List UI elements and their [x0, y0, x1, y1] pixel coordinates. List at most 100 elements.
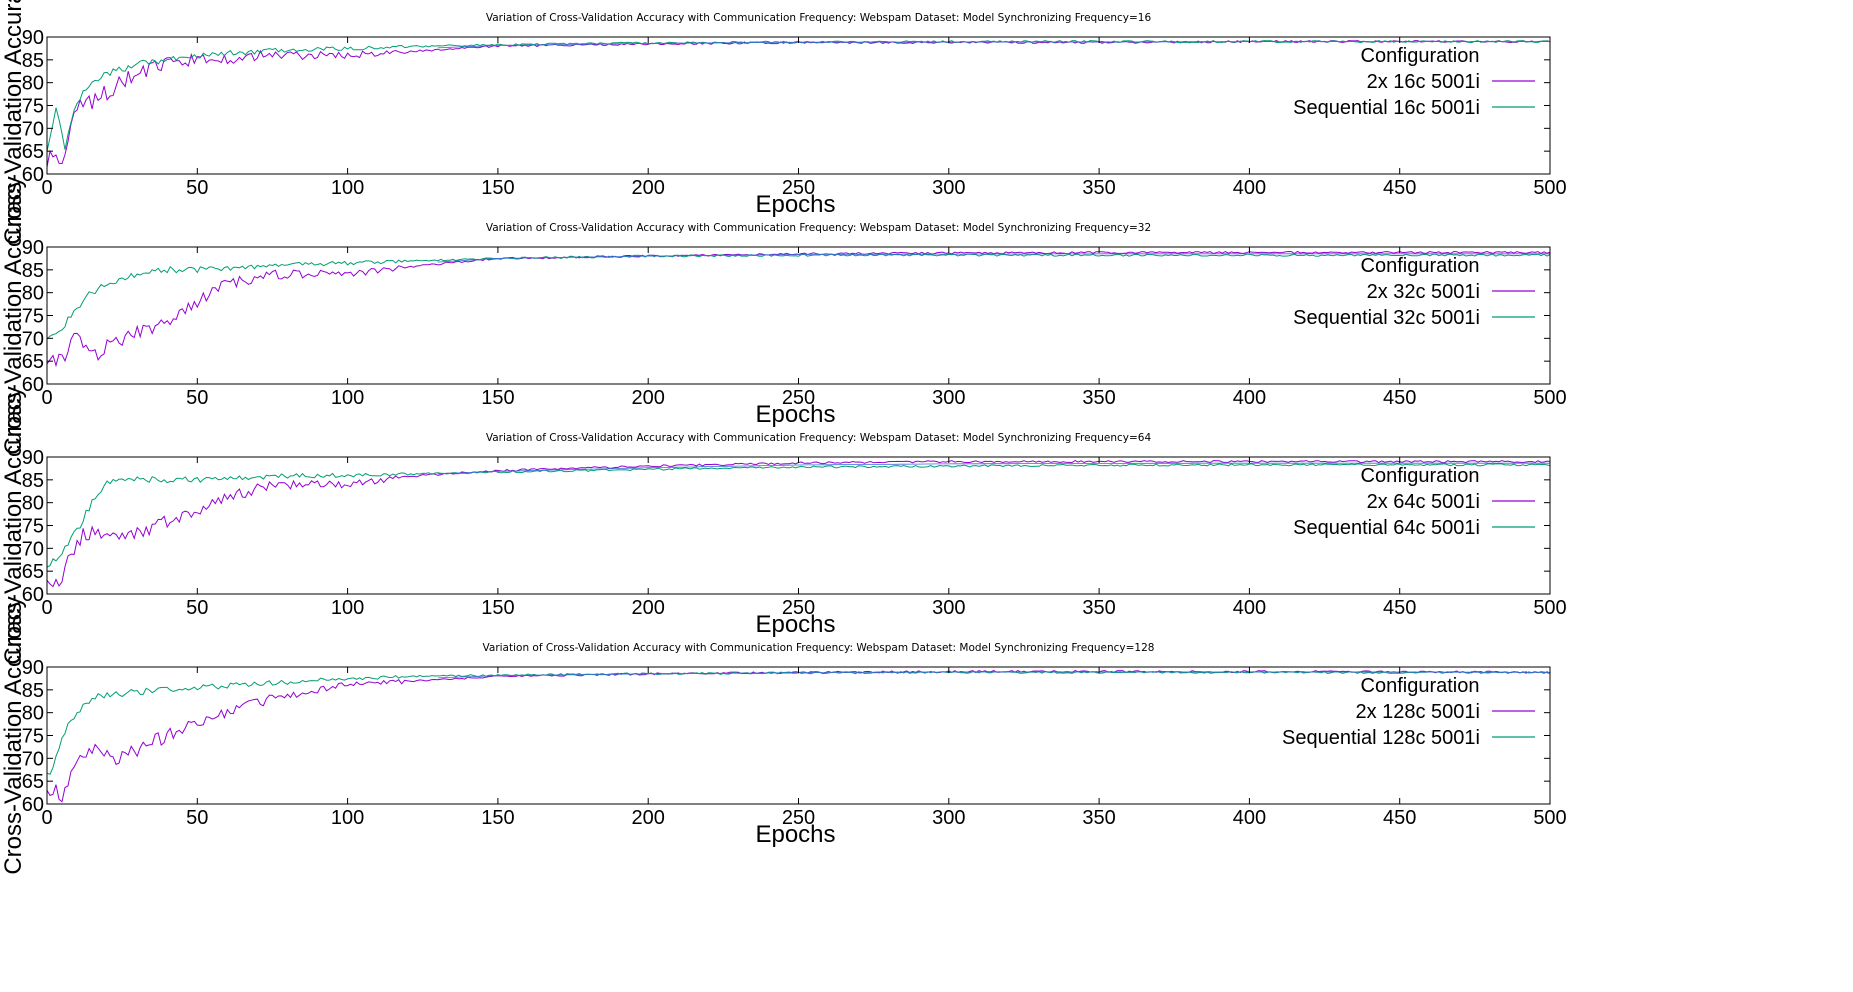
- x-tick-label: 100: [331, 387, 364, 409]
- x-axis-label: Epochs: [755, 821, 835, 848]
- y-tick-label: 70: [22, 118, 44, 140]
- x-tick-label: 200: [632, 597, 665, 619]
- x-tick-label: 250: [782, 807, 815, 829]
- x-tick-label: 500: [1533, 387, 1566, 409]
- x-tick-label: 350: [1082, 177, 1115, 199]
- y-tick-label: 75: [22, 726, 44, 748]
- x-tick-label: 200: [632, 177, 665, 199]
- x-axis-label: Epochs: [755, 191, 835, 218]
- y-axis-label: Cross-Validation Accuracy: [0, 386, 27, 664]
- y-tick-label: 85: [22, 680, 44, 702]
- chart-title: Variation of Cross-Validation Accuracy w…: [486, 12, 1152, 24]
- chart-title: Variation of Cross-Validation Accuracy w…: [483, 642, 1155, 654]
- overlay-line: [437, 253, 1550, 263]
- y-tick-label: 75: [22, 96, 44, 118]
- legend-label: Sequential 16c 5001i: [1293, 97, 1480, 119]
- legend-label: Sequential 128c 5001i: [1282, 727, 1480, 749]
- y-tick-label: 60: [22, 584, 44, 606]
- x-tick-label: 300: [932, 387, 965, 409]
- legend-label: 2x 128c 5001i: [1355, 701, 1480, 723]
- x-tick-label: 150: [481, 177, 514, 199]
- y-tick-label: 90: [22, 657, 44, 679]
- x-tick-label: 100: [331, 597, 364, 619]
- y-tick-label: 65: [22, 351, 44, 373]
- legend-title: Configuration: [1361, 45, 1480, 67]
- chart-panel-4: Variation of Cross-Validation Accuracy w…: [0, 596, 1567, 874]
- legend: Configuration 2x 16c 5001i Sequential 16c …: [1293, 45, 1535, 119]
- x-tick-label: 0: [41, 387, 52, 409]
- y-tick-label: 65: [22, 771, 44, 793]
- x-tick-label: 50: [186, 597, 208, 619]
- x-tick-label: 250: [782, 387, 815, 409]
- y-tick-label: 70: [22, 538, 44, 560]
- y-tick-label: 85: [22, 50, 44, 72]
- x-tick-label: 500: [1533, 807, 1566, 829]
- y-tick-label: 65: [22, 561, 44, 583]
- chart-panel-2: Variation of Cross-Validation Accuracy w…: [0, 176, 1567, 454]
- legend: Configuration 2x 32c 5001i Sequential 32c …: [1293, 255, 1535, 329]
- x-tick-label: 150: [481, 387, 514, 409]
- y-tick-label: 75: [22, 306, 44, 328]
- x-tick-label: 350: [1082, 387, 1115, 409]
- chart-title: Variation of Cross-Validation Accuracy w…: [486, 222, 1151, 234]
- x-tick-label: 100: [331, 177, 364, 199]
- x-tick-label: 50: [186, 807, 208, 829]
- chart-panel-1: Variation of Cross-Validation Accuracy w…: [0, 0, 1567, 245]
- x-tick-label: 350: [1082, 807, 1115, 829]
- y-tick-label: 60: [22, 374, 44, 396]
- series-line-sequential: [46, 670, 1551, 775]
- x-tick-label: 300: [932, 597, 965, 619]
- x-tick-label: 350: [1082, 597, 1115, 619]
- y-tick-label: 80: [22, 73, 44, 95]
- overlay-line: [437, 671, 1550, 679]
- chart-panel-3: Variation of Cross-Validation Accuracy w…: [0, 386, 1567, 664]
- x-tick-label: 200: [632, 807, 665, 829]
- x-tick-label: 200: [632, 387, 665, 409]
- overlay-line: [437, 462, 1550, 475]
- y-axis-label: Cross-Validation Accuracy: [0, 176, 27, 454]
- legend-label: 2x 16c 5001i: [1367, 71, 1480, 93]
- x-tick-label: 0: [41, 177, 52, 199]
- y-tick-label: 75: [22, 516, 44, 538]
- legend-label: 2x 64c 5001i: [1367, 491, 1480, 513]
- x-tick-label: 400: [1233, 807, 1266, 829]
- x-tick-label: 50: [186, 177, 208, 199]
- x-tick-label: 450: [1383, 597, 1416, 619]
- legend-title: Configuration: [1361, 255, 1480, 277]
- y-tick-label: 85: [22, 470, 44, 492]
- legend-label: Sequential 64c 5001i: [1293, 517, 1480, 539]
- x-tick-label: 500: [1533, 177, 1566, 199]
- y-tick-label: 80: [22, 493, 44, 515]
- legend-label: 2x 32c 5001i: [1367, 281, 1480, 303]
- chart-title: Variation of Cross-Validation Accuracy w…: [486, 432, 1152, 444]
- legend-title: Configuration: [1361, 465, 1480, 487]
- x-tick-label: 450: [1383, 387, 1416, 409]
- y-tick-label: 70: [22, 328, 44, 350]
- legend-title: Configuration: [1361, 675, 1480, 697]
- y-tick-label: 90: [22, 27, 44, 49]
- x-tick-label: 500: [1533, 597, 1566, 619]
- y-tick-label: 60: [22, 164, 44, 186]
- y-tick-label: 80: [22, 703, 44, 725]
- x-tick-label: 300: [932, 177, 965, 199]
- y-tick-label: 80: [22, 283, 44, 305]
- x-tick-label: 0: [41, 597, 52, 619]
- x-tick-label: 300: [932, 807, 965, 829]
- series-line-sequential: [46, 253, 1551, 340]
- x-tick-label: 400: [1233, 177, 1266, 199]
- y-tick-label: 60: [22, 794, 44, 816]
- y-tick-label: 65: [22, 141, 44, 163]
- y-tick-label: 85: [22, 260, 44, 282]
- x-axis-label: Epochs: [755, 401, 835, 428]
- x-tick-label: 250: [782, 177, 815, 199]
- x-tick-label: 400: [1233, 387, 1266, 409]
- y-tick-label: 90: [22, 237, 44, 259]
- overlay-line: [437, 41, 1550, 49]
- series-line-sequential: [46, 463, 1551, 568]
- x-tick-label: 150: [481, 597, 514, 619]
- x-tick-label: 100: [331, 807, 364, 829]
- x-axis-label: Epochs: [755, 611, 835, 638]
- y-axis-label: Cross-Validation Accuracy: [0, 596, 27, 874]
- x-tick-label: 250: [782, 597, 815, 619]
- x-tick-label: 400: [1233, 597, 1266, 619]
